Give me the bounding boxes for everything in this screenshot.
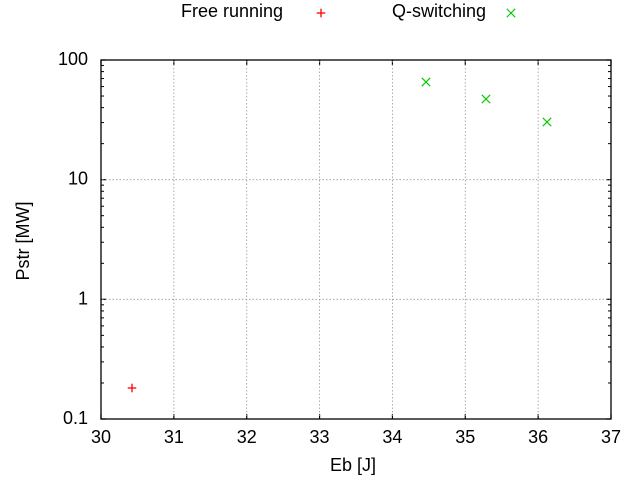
svg-text:Free running: Free running [181,1,283,21]
svg-text:Pstr [MW]: Pstr [MW] [13,202,33,281]
svg-text:31: 31 [164,427,184,447]
svg-text:Q-switching: Q-switching [392,1,486,21]
svg-text:32: 32 [237,427,257,447]
svg-text:0.1: 0.1 [63,408,88,428]
svg-text:100: 100 [58,49,88,69]
svg-text:30: 30 [91,427,111,447]
svg-text:33: 33 [310,427,330,447]
svg-text:Eb [J]: Eb [J] [330,455,376,475]
svg-text:34: 34 [382,427,402,447]
svg-text:10: 10 [68,169,88,189]
svg-text:37: 37 [601,427,621,447]
svg-text:35: 35 [455,427,475,447]
svg-text:1: 1 [78,288,88,308]
svg-text:36: 36 [528,427,548,447]
